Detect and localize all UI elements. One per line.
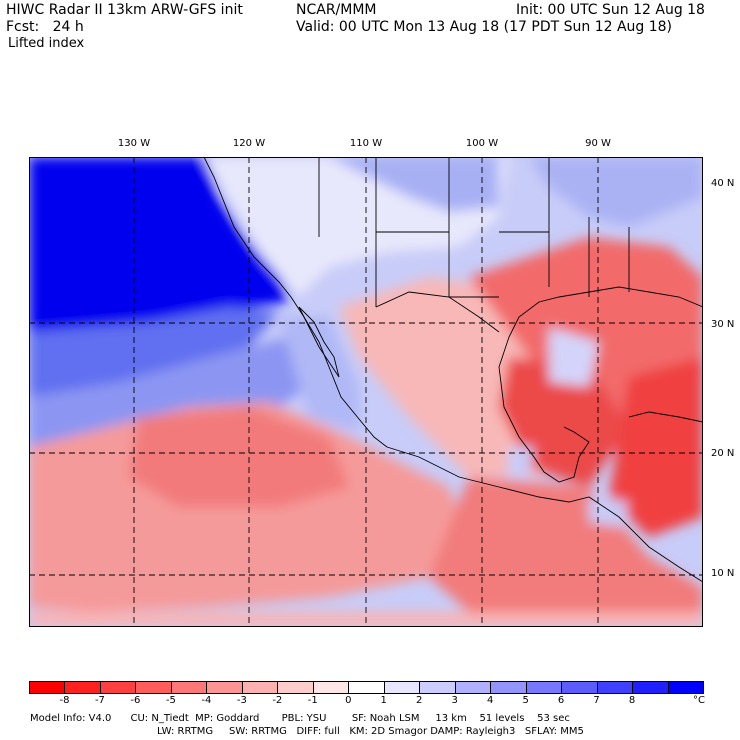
colorbar-swatch: [596, 681, 634, 694]
field-name: Lifted index: [8, 36, 85, 51]
init-time: Init: 00 UTC Sun 12 Aug 18: [516, 2, 705, 18]
colorbar-tick-label: -5: [165, 695, 176, 706]
colorbar-swatch: [419, 681, 456, 694]
colorbar-swatch: [29, 681, 66, 694]
colorbar-swatch: [170, 681, 208, 694]
model-title: HIWC Radar II 13km ARW-GFS init: [6, 2, 243, 18]
colorbar-tick-label: -4: [201, 695, 212, 706]
colorbar-swatch: [241, 681, 279, 694]
colorbar-swatch: [64, 681, 101, 694]
us-mexico-border: [375, 291, 500, 333]
baja-california: [298, 306, 340, 378]
lifted-index-map: [29, 157, 703, 627]
lat-label-20n: 20 N: [711, 448, 735, 459]
colorbar-swatch: [348, 681, 385, 694]
lat-label-30n: 30 N: [711, 319, 735, 330]
lon-label-130w: 130 W: [117, 138, 151, 149]
forecast-hour: Fcst: 24 h: [6, 19, 84, 35]
colorbar-swatch: [99, 681, 137, 694]
colorbar-tick-label: 0: [345, 695, 352, 706]
cuba: [628, 411, 703, 423]
valid-time: Valid: 00 UTC Mon 13 Aug 18 (17 PDT Sun …: [296, 19, 673, 35]
colorbar-tick-label: -7: [94, 695, 105, 706]
lat-label-40n: 40 N: [711, 178, 735, 189]
colorbar-tick-label: 4: [486, 695, 494, 706]
lifted-index-field: [29, 157, 703, 627]
colorbar-tick-label: 3: [451, 695, 458, 706]
colorbar-tick-label: 6: [557, 695, 565, 706]
colorbar-tick-label: 5: [522, 695, 529, 706]
lon-label-120w: 120 W: [232, 138, 266, 149]
lon-label-100w: 100 W: [465, 138, 499, 149]
colorbar-tick-label: 2: [416, 695, 423, 706]
model-info-line1: Model Info: V4.0 CU: N_Tiedt MP: Goddard…: [30, 713, 570, 724]
colorbar-swatch: [632, 681, 669, 694]
colorbar-swatch: [135, 681, 172, 694]
organization: NCAR/MMM: [296, 2, 377, 18]
lon-label-90w: 90 W: [585, 138, 611, 149]
colorbar-tick-label: 7: [593, 695, 600, 706]
colorbar-swatch: [561, 681, 598, 694]
map-frame: [29, 157, 703, 627]
colorbar-swatch: [206, 681, 243, 694]
colorbar-tick-label: 1: [380, 695, 387, 706]
lat-lon-grid: [29, 157, 703, 627]
colorbar-tick-label: -2: [272, 695, 283, 706]
lat-label-10n: 10 N: [711, 568, 735, 579]
gulf-coast-north: [498, 286, 703, 368]
mexico-gulf-coast: [498, 366, 590, 483]
colorbar-tick-label: -8: [59, 695, 70, 706]
colorbar-unit: °C: [693, 695, 705, 706]
colorbar-swatch: [490, 681, 527, 694]
coastlines: [203, 157, 703, 583]
lon-label-110w: 110 W: [349, 138, 383, 149]
pacific-coastline: [203, 157, 388, 448]
colorbar-swatch: [312, 681, 350, 694]
colorbar-swatch: [277, 681, 314, 694]
colorbar-swatch: [525, 681, 563, 694]
central-america-coast: [386, 446, 703, 583]
state-borders: [318, 157, 630, 307]
colorbar-swatch: [454, 681, 492, 694]
colorbar-tick-label: 8: [628, 695, 636, 706]
colorbar-swatch: [667, 681, 704, 694]
model-info-line2: LW: RRTMG SW: RRTMG DIFF: full KM: 2D Sm…: [157, 726, 584, 737]
colorbar-tick-label: -3: [236, 695, 247, 706]
colorbar-tick-label: -1: [307, 695, 318, 706]
colorbar-swatch: [383, 681, 421, 694]
colorbar-tick-label: -6: [130, 695, 141, 706]
